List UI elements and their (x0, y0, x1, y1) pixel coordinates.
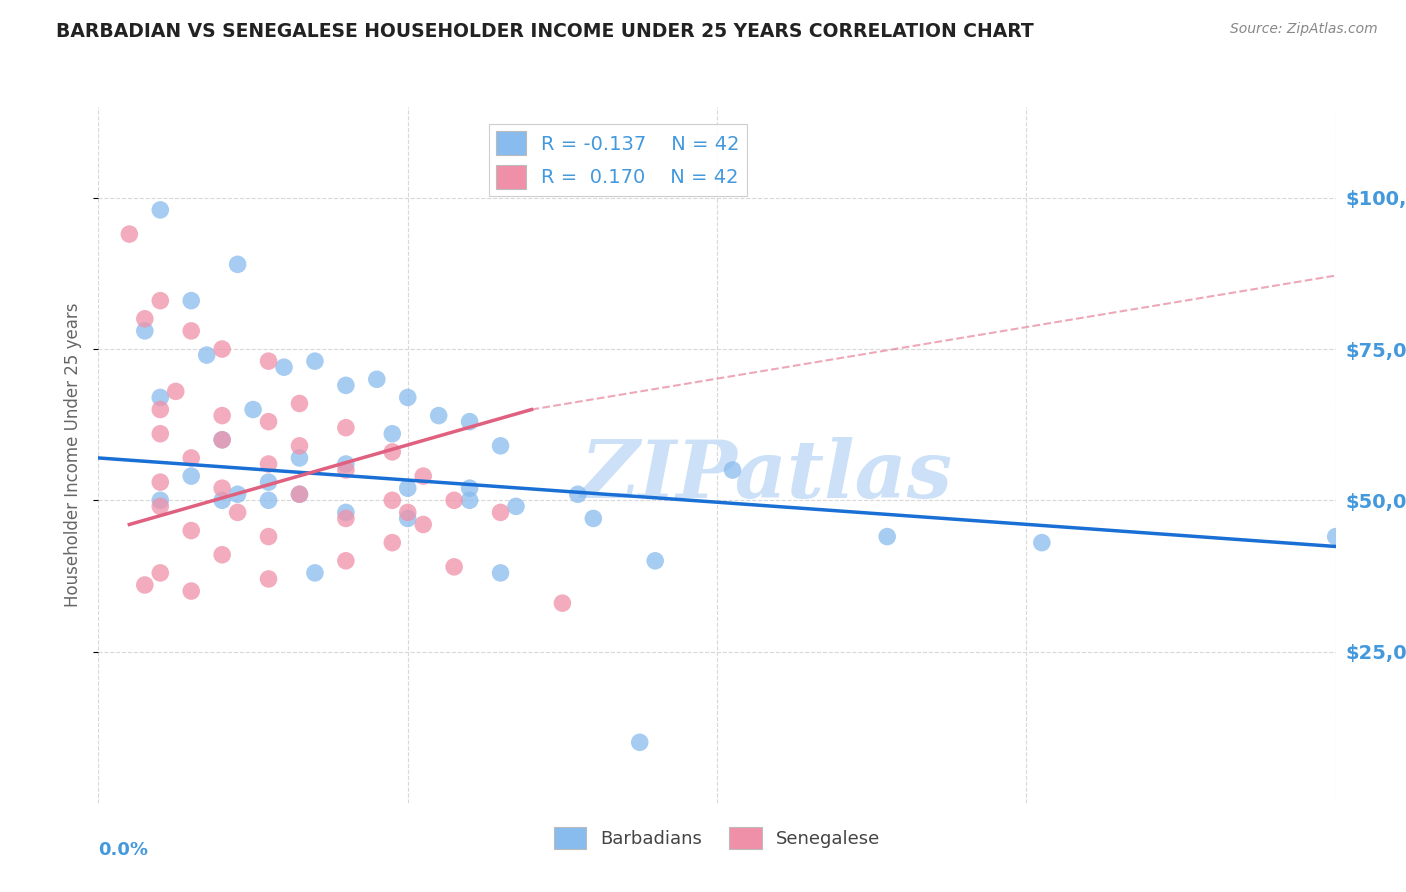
Point (211, 433, 233, 447)
Text: 0.0%: 0.0% (98, 841, 149, 859)
Y-axis label: Householder Income Under 25 years: Householder Income Under 25 years (65, 302, 83, 607)
Point (149, 402, 172, 417)
Point (211, 433, 233, 447)
Point (242, 402, 264, 417)
Point (134, 324, 156, 338)
Point (257, 354, 280, 368)
Point (134, 311, 156, 326)
Point (458, 415, 481, 429)
Point (582, 511, 605, 525)
Point (149, 293, 172, 308)
Point (180, 584, 202, 599)
Point (134, 578, 156, 592)
Point (195, 348, 218, 362)
Point (288, 439, 311, 453)
Point (304, 566, 326, 580)
Text: ZIPatlas: ZIPatlas (581, 437, 953, 515)
Point (489, 566, 512, 580)
Point (396, 391, 419, 405)
Legend: Barbadians, Senegalese: Barbadians, Senegalese (547, 820, 887, 856)
Point (381, 493, 404, 508)
Point (381, 445, 404, 459)
Point (458, 481, 481, 495)
Point (149, 202, 172, 217)
Point (628, 735, 651, 749)
Point (180, 293, 202, 308)
Point (288, 487, 311, 501)
Point (149, 500, 172, 514)
Point (165, 384, 187, 399)
Point (396, 505, 419, 519)
Point (118, 227, 141, 241)
Point (443, 559, 465, 574)
Point (257, 415, 280, 429)
Point (211, 481, 233, 495)
Point (396, 481, 419, 495)
Point (1324, 530, 1347, 544)
Point (149, 475, 172, 490)
Point (335, 554, 357, 568)
Point (149, 566, 172, 580)
Point (226, 487, 249, 501)
Point (257, 530, 280, 544)
Point (1031, 535, 1053, 549)
Point (396, 511, 419, 525)
Point (644, 554, 666, 568)
Point (551, 596, 574, 610)
Point (304, 354, 326, 368)
Point (288, 396, 311, 410)
Point (288, 450, 311, 465)
Point (412, 469, 434, 483)
Point (257, 457, 280, 471)
Point (211, 409, 233, 423)
Point (366, 372, 388, 386)
Point (335, 463, 357, 477)
Point (288, 487, 311, 501)
Point (226, 257, 249, 271)
Point (381, 535, 404, 549)
Point (149, 426, 172, 441)
Point (257, 475, 280, 490)
Point (335, 511, 357, 525)
Point (335, 505, 357, 519)
Point (273, 360, 295, 375)
Point (489, 439, 512, 453)
Point (427, 409, 450, 423)
Point (149, 493, 172, 508)
Text: Source: ZipAtlas.com: Source: ZipAtlas.com (1230, 22, 1378, 37)
Point (505, 500, 527, 514)
Point (443, 493, 465, 508)
Point (211, 342, 233, 356)
Point (211, 493, 233, 508)
Point (458, 493, 481, 508)
Point (335, 378, 357, 392)
Point (335, 457, 357, 471)
Point (567, 487, 589, 501)
Point (211, 548, 233, 562)
Point (180, 524, 202, 538)
Point (335, 420, 357, 434)
Point (257, 572, 280, 586)
Point (489, 505, 512, 519)
Point (721, 463, 744, 477)
Point (180, 324, 202, 338)
Point (876, 530, 898, 544)
Point (180, 469, 202, 483)
Point (226, 505, 249, 519)
Point (149, 391, 172, 405)
Point (180, 450, 202, 465)
Point (412, 517, 434, 532)
Point (381, 426, 404, 441)
Point (257, 493, 280, 508)
Text: BARBADIAN VS SENEGALESE HOUSEHOLDER INCOME UNDER 25 YEARS CORRELATION CHART: BARBADIAN VS SENEGALESE HOUSEHOLDER INCO… (56, 22, 1033, 41)
